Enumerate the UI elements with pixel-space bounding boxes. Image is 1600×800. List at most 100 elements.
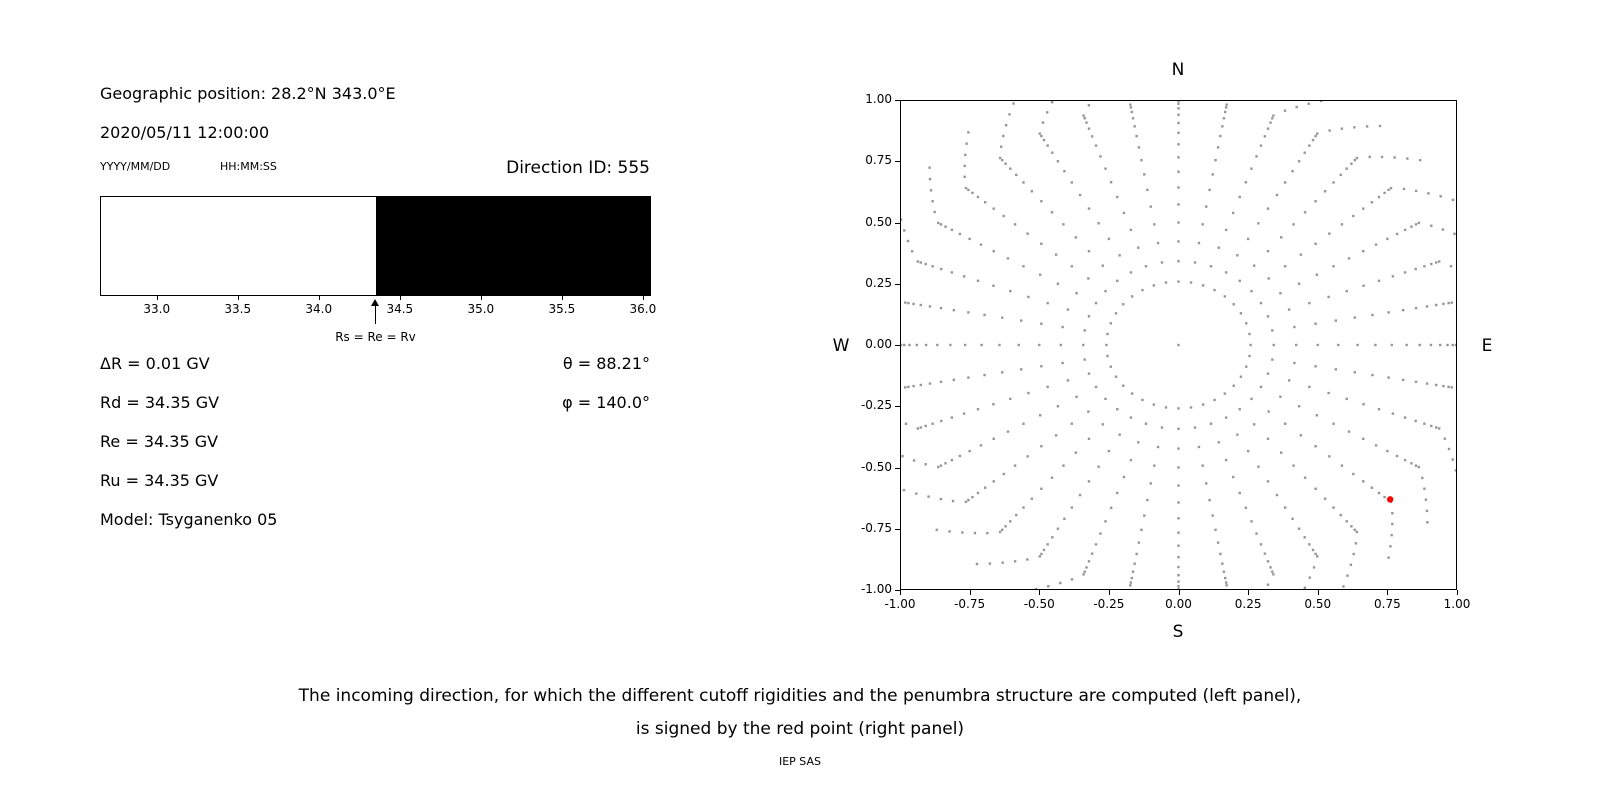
- direction-grid-dot: [935, 528, 938, 532]
- direction-grid-dot: [1160, 426, 1164, 429]
- direction-grid-dot: [1030, 497, 1034, 500]
- direction-grid-dot: [1074, 451, 1078, 454]
- direction-grid-dot: [1421, 476, 1424, 480]
- direction-grid-dot: [944, 225, 947, 228]
- direction-grid-dot: [1387, 188, 1390, 192]
- direction-grid-dot: [1279, 292, 1282, 295]
- direction-grid-dot: [900, 218, 903, 221]
- param-line: Model: Tsyganenko 05: [100, 510, 278, 529]
- direction-grid-dot: [1442, 384, 1445, 388]
- direction-grid-dot: [1001, 371, 1004, 374]
- direction-grid-dot: [904, 386, 907, 389]
- direction-grid-dot: [1272, 573, 1275, 576]
- direction-grid-dot: [1197, 445, 1201, 449]
- param-line: Rd = 34.35 GV: [100, 393, 220, 412]
- scatter-ytick-mark: [895, 590, 900, 591]
- direction-grid-dot: [1038, 343, 1041, 347]
- direction-grid-dot: [1118, 254, 1121, 257]
- direction-grid-dot: [967, 131, 970, 134]
- direction-grid-dot: [967, 311, 970, 314]
- direction-grid-dot: [1328, 129, 1331, 132]
- direction-grid-dot: [937, 221, 940, 225]
- direction-grid-dot: [1054, 253, 1058, 256]
- direction-grid-dot: [1377, 491, 1381, 495]
- direction-grid-dot: [1414, 223, 1418, 226]
- direction-grid-dot: [1137, 146, 1141, 149]
- direction-grid-dot: [1135, 552, 1138, 556]
- direction-grid-dot: [1293, 325, 1296, 329]
- direction-grid-dot: [964, 153, 967, 157]
- direction-grid-dot: [1224, 416, 1228, 419]
- direction-grid-dot: [1177, 555, 1180, 559]
- direction-grid-dot: [1283, 422, 1287, 425]
- direction-grid-dot: [998, 343, 1001, 347]
- direction-grid-dot: [1438, 427, 1441, 430]
- direction-grid-dot: [1275, 193, 1279, 197]
- direction-grid-dot: [1238, 195, 1241, 199]
- param-line: ΔR = 0.01 GV: [100, 354, 210, 373]
- direction-grid-dot: [1339, 513, 1342, 517]
- direction-grid-dot: [1345, 520, 1348, 523]
- scatter-xtick-mark: [1457, 590, 1458, 595]
- direction-grid-dot: [1135, 134, 1138, 138]
- direction-grid-dot: [1104, 289, 1107, 293]
- direction-grid-dot: [1362, 249, 1365, 253]
- direction-grid-dot: [976, 407, 980, 411]
- direction-grid-dot: [1085, 121, 1088, 124]
- direction-grid-dot: [1374, 444, 1378, 447]
- scatter-xtick-mark: [900, 590, 901, 595]
- direction-grid-dot: [1177, 517, 1180, 520]
- direction-grid-dot: [1395, 454, 1399, 458]
- direction-grid-dot: [1362, 403, 1365, 406]
- direction-grid-dot: [1267, 410, 1270, 413]
- direction-grid-dot: [1386, 449, 1389, 453]
- direction-grid-dot: [1250, 289, 1253, 293]
- direction-grid-dot: [979, 444, 983, 447]
- direction-grid-dot: [1263, 552, 1267, 555]
- direction-grid-dot: [1004, 123, 1008, 127]
- direction-grid-dot: [1308, 543, 1311, 546]
- direction-grid-dot: [1094, 301, 1098, 305]
- direction-grid-dot: [1104, 397, 1107, 401]
- direction-grid-dot: [1177, 143, 1180, 146]
- direction-grid-dot: [1109, 322, 1112, 325]
- direction-grid-dot: [1386, 237, 1389, 241]
- direction-grid-dot: [1063, 517, 1066, 520]
- direction-grid-dot: [1236, 254, 1239, 257]
- direction-grid-dot: [1050, 211, 1054, 214]
- direction-grid-dot: [1297, 160, 1301, 163]
- direction-grid-dot: [1267, 277, 1270, 280]
- direction-grid-dot: [1013, 464, 1017, 467]
- direction-grid-dot: [1205, 482, 1208, 485]
- direction-grid-dot: [924, 463, 927, 466]
- direction-grid-dot: [1122, 303, 1125, 306]
- direction-grid-dot: [948, 530, 951, 533]
- direction-grid-dot: [1250, 167, 1253, 170]
- direction-grid-dot: [940, 267, 943, 271]
- penumbra-tick-mark: [561, 296, 563, 300]
- direction-grid-dot: [1390, 533, 1393, 537]
- direction-grid-dot: [1101, 264, 1105, 267]
- direction-grid-dot: [1046, 144, 1049, 147]
- scatter-ytick-label: -0.75: [860, 520, 892, 535]
- direction-grid-dot: [1051, 536, 1054, 539]
- direction-grid-dot: [1133, 125, 1136, 128]
- direction-grid-dot: [1393, 156, 1396, 159]
- caption-line-2: is signed by the red point (right panel): [635, 719, 965, 739]
- direction-grid-dot: [1342, 585, 1345, 588]
- direction-grid-dot: [1177, 100, 1180, 103]
- direction-grid-dot: [1002, 214, 1005, 218]
- direction-grid-dot: [1097, 222, 1100, 225]
- direction-grid-dot: [924, 424, 927, 428]
- direction-grid-dot: [1246, 237, 1250, 241]
- direction-grid-dot: [1146, 188, 1149, 192]
- scatter-xtick-mark: [1178, 590, 1180, 595]
- direction-grid-dot: [1152, 403, 1156, 406]
- direction-grid-dot: [1314, 242, 1317, 245]
- direction-grid-dot: [1246, 449, 1250, 453]
- direction-grid-dot: [1224, 576, 1227, 580]
- direction-grid-dot: [1454, 469, 1457, 472]
- direction-grid-dot: [904, 422, 908, 426]
- direction-grid-dot: [1211, 173, 1214, 176]
- direction-grid-dot: [1087, 560, 1091, 563]
